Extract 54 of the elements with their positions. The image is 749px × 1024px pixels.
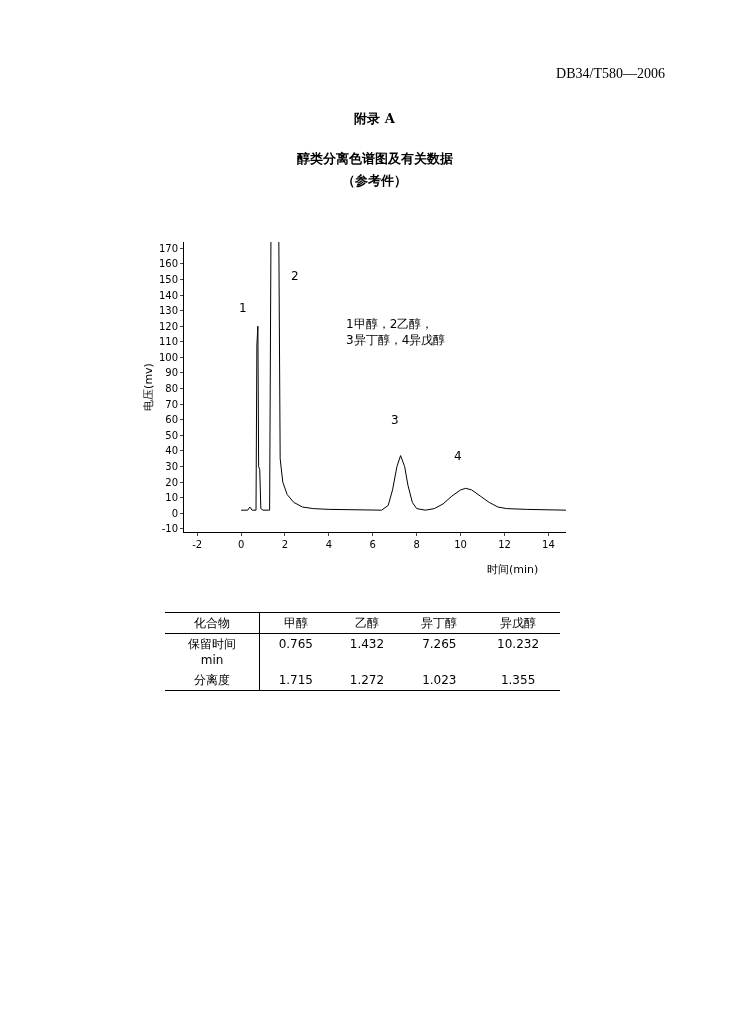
data-label: 0.765 <box>277 636 314 653</box>
text: 化合物 <box>165 612 260 634</box>
y-tick-label: 40 <box>165 445 178 457</box>
data-label: 1.272 <box>331 670 403 691</box>
category-label: 甲醇 <box>259 612 332 634</box>
y-tick-label: 80 <box>165 383 178 395</box>
x-tick-label: 10 <box>454 539 467 550</box>
data-label: 1.023 <box>402 670 477 691</box>
y-tick-label: 160 <box>158 258 178 270</box>
y-tick-label: 20 <box>165 476 178 488</box>
category-label: 异戊醇 <box>476 612 560 634</box>
annotation: 4 <box>454 449 462 463</box>
y-tick-label: 10 <box>165 492 178 504</box>
x-tick-label: 2 <box>281 539 289 550</box>
y-tick-label: -10 <box>161 523 178 535</box>
annotation: 1甲醇，2乙醇， 3异丁醇，4异戊醇 <box>346 317 446 347</box>
text: 保留时间 min <box>165 633 260 670</box>
y-tick-label: 170 <box>158 242 178 254</box>
text: 附录 A <box>353 110 396 128</box>
x-axis-title: 时间(min) <box>487 563 539 576</box>
y-axis-title: 电压(mv) <box>141 363 155 411</box>
x-tick-label: 12 <box>498 539 511 550</box>
x-tick-label: -2 <box>192 539 203 550</box>
y-tick-label: 90 <box>165 367 178 379</box>
y-tick-label: 110 <box>158 336 178 348</box>
data-label: 10.232 <box>496 636 541 653</box>
x-tick-label: 6 <box>369 539 376 550</box>
data-label: 1.432 <box>348 636 386 653</box>
y-tick-label: 130 <box>158 305 178 317</box>
y-tick-label: 70 <box>165 398 178 410</box>
y-tick-label: 150 <box>158 273 178 285</box>
annotation: 3 <box>391 413 399 427</box>
y-tick-label: 100 <box>158 351 178 363</box>
x-tick-label: 14 <box>542 539 555 550</box>
data-label: 7.265 <box>421 636 458 653</box>
y-tick-label: 50 <box>165 429 178 441</box>
x-tick-label: 4 <box>325 539 333 550</box>
y-tick-label: 60 <box>165 414 178 426</box>
category-label: 异丁醇 <box>402 612 477 634</box>
y-tick-label: 140 <box>158 289 178 301</box>
data-label: 1.355 <box>476 670 560 691</box>
data-label: 1.715 <box>259 670 332 691</box>
y-tick-label: 30 <box>165 461 178 473</box>
y-tick-label: 120 <box>158 320 178 332</box>
chart-title: 醇类分离色谱图及有关数据 <box>295 150 454 168</box>
text: DB34/T580—2006 <box>556 66 665 82</box>
category-label: 乙醇 <box>331 612 403 634</box>
x-tick-label: 8 <box>413 539 420 550</box>
x-tick-label: 0 <box>237 539 245 550</box>
annotation: 2 <box>291 269 299 283</box>
chart-subtitle: （参考件） <box>341 172 408 190</box>
y-tick-label: 0 <box>171 507 178 519</box>
text: 分离度 <box>165 670 260 691</box>
annotation: 1 <box>239 301 247 315</box>
